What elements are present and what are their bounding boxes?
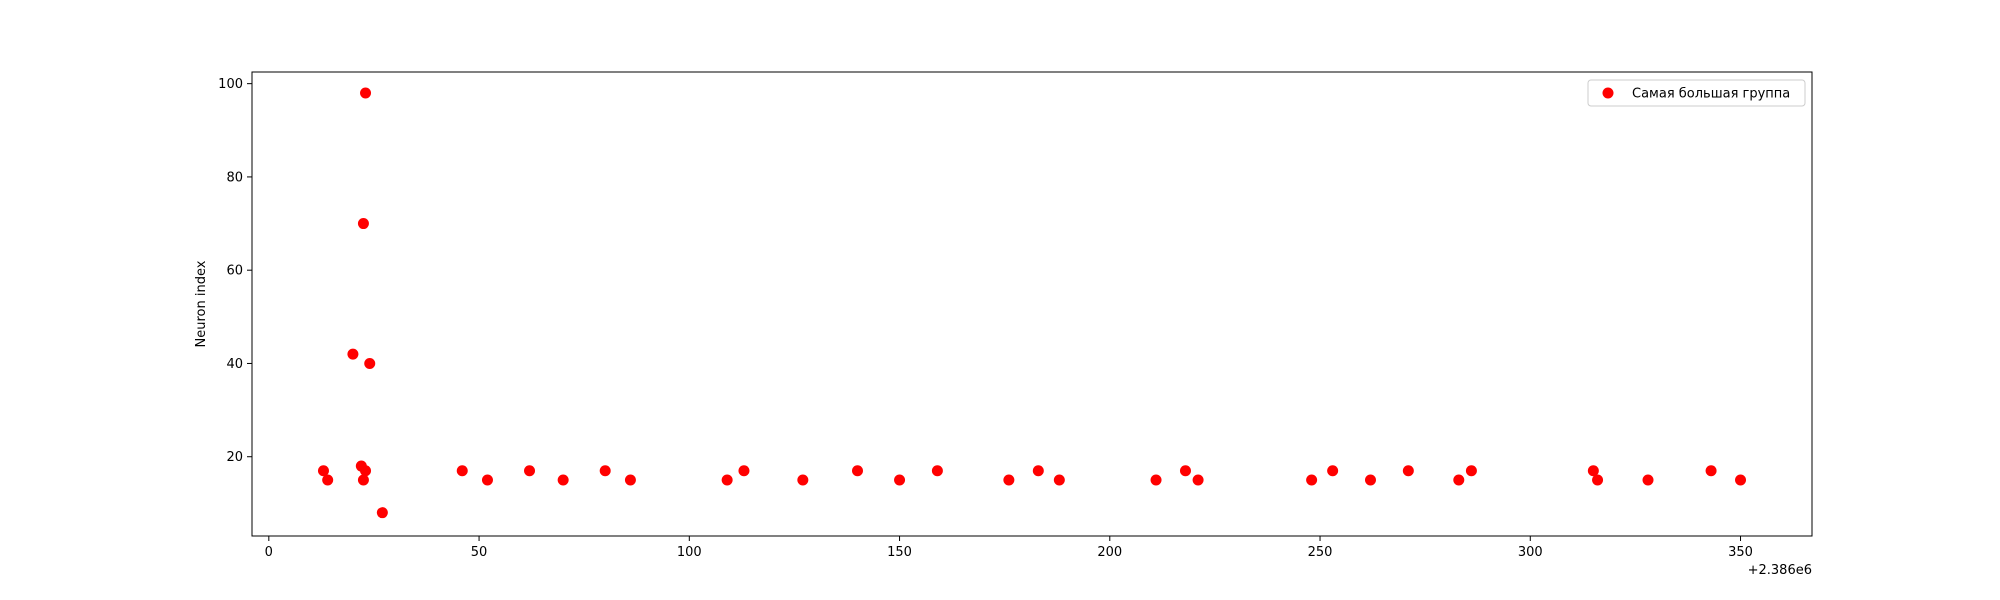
y-axis-label: Neuron index xyxy=(194,260,209,347)
x-tick-label: 200 xyxy=(1097,545,1122,560)
legend-entry: Самая большая группа xyxy=(1632,87,1790,102)
x-tick-label: 50 xyxy=(471,545,488,560)
data-point xyxy=(364,357,376,369)
data-point xyxy=(1364,474,1376,486)
y-tick-label: 80 xyxy=(226,170,243,185)
x-tick-label: 0 xyxy=(265,545,273,560)
y-axis: 20 40 60 80 100 xyxy=(218,77,252,465)
data-point xyxy=(1402,465,1414,477)
data-point xyxy=(1327,465,1339,477)
data-point xyxy=(317,465,329,477)
data-point xyxy=(347,348,359,360)
data-point xyxy=(1306,474,1318,486)
x-tick-label: 250 xyxy=(1308,545,1333,560)
data-point xyxy=(376,507,388,519)
data-point xyxy=(1150,474,1162,486)
y-tick-label: 20 xyxy=(226,450,243,465)
data-point xyxy=(357,218,369,230)
data-point xyxy=(481,474,493,486)
data-point xyxy=(1179,465,1191,477)
data-point xyxy=(894,474,906,486)
x-tick-label: 300 xyxy=(1518,545,1543,560)
x-tick-label: 350 xyxy=(1728,545,1753,560)
data-point xyxy=(1735,474,1747,486)
x-tick-label: 150 xyxy=(887,545,912,560)
x-tick-label: 100 xyxy=(677,545,702,560)
data-point xyxy=(1642,474,1654,486)
data-point xyxy=(524,465,536,477)
y-tick-label: 100 xyxy=(218,77,243,92)
data-point xyxy=(1705,465,1717,477)
data-point xyxy=(721,474,733,486)
legend-box xyxy=(1587,79,1806,107)
data-point xyxy=(851,465,863,477)
data-point xyxy=(1587,465,1599,477)
data-point xyxy=(624,474,636,486)
x-axis: 0 50 100 150 200 250 300 350 xyxy=(265,536,1753,560)
data-point xyxy=(1465,465,1477,477)
data-point xyxy=(322,474,334,486)
data-point xyxy=(738,465,750,477)
data-point xyxy=(1003,474,1015,486)
legend: Самая большая группа xyxy=(1587,79,1806,107)
data-point xyxy=(1032,465,1044,477)
x-axis-offset-label: +2.386e6 xyxy=(1748,563,1812,578)
data-point xyxy=(797,474,809,486)
plot-area xyxy=(251,71,1813,537)
legend-marker xyxy=(1602,87,1614,99)
data-point xyxy=(1453,474,1465,486)
data-point xyxy=(599,465,611,477)
y-tick-label: 40 xyxy=(226,357,243,372)
data-point xyxy=(357,474,369,486)
data-point xyxy=(456,465,468,477)
data-point xyxy=(360,465,372,477)
data-point xyxy=(360,87,372,99)
data-point xyxy=(931,465,943,477)
data-points xyxy=(317,87,1747,519)
data-point xyxy=(557,474,569,486)
data-point xyxy=(1053,474,1065,486)
data-point xyxy=(1592,474,1604,486)
y-tick-label: 60 xyxy=(226,264,243,279)
data-point xyxy=(1192,474,1204,486)
